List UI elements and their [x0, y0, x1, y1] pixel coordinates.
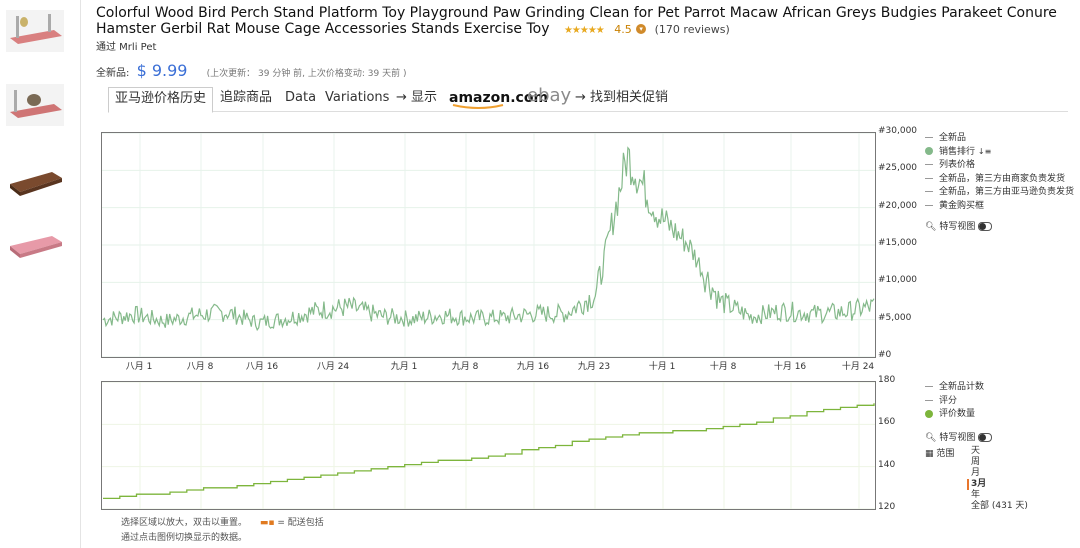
- y-tick-label: 140: [878, 459, 896, 470]
- tab-variations[interactable]: Variations: [325, 90, 390, 105]
- y-tick-label: #10,000: [878, 275, 918, 286]
- footnote-legend: 通过点击图例切换显示的数据。: [121, 533, 248, 543]
- seller-info[interactable]: 通过 Mrli Pet: [96, 42, 157, 53]
- x-tick-label: 十月 1: [648, 362, 676, 372]
- y-tick-label: #20,000: [878, 200, 918, 211]
- x-tick-label: 八月 16: [245, 362, 279, 372]
- y-tick-label: #25,000: [878, 163, 918, 174]
- price-label: 全新品:: [96, 68, 130, 79]
- range-month[interactable]: 月: [971, 468, 981, 478]
- rating-value: 4.5: [614, 23, 632, 36]
- product-thumbnail-2[interactable]: [4, 82, 66, 128]
- truck-icon: ▬▪: [259, 518, 275, 528]
- x-tick-label: 八月 1: [125, 362, 153, 372]
- legend-3p-fba[interactable]: 全新品，第三方由亚马逊负责发货: [925, 184, 1074, 198]
- range-selector: 天 周 月 3月 年 全部 (431 天): [967, 446, 1028, 512]
- sales-rank-chart[interactable]: [101, 132, 876, 358]
- legend-new[interactable]: 全新品: [925, 130, 1074, 144]
- x-tick-label: 八月 8: [186, 362, 214, 372]
- range-day[interactable]: 天: [971, 446, 981, 456]
- search-icon: 🔍︎: [925, 222, 937, 232]
- y-tick-label: 160: [878, 417, 896, 428]
- product-title-text[interactable]: Colorful Wood Bird Perch Stand Platform …: [96, 5, 1057, 37]
- legend-new-count[interactable]: 全新品计数: [925, 379, 992, 393]
- find-deals-link[interactable]: → 找到相关促销: [575, 90, 669, 105]
- ebay-logo-link[interactable]: ebay: [527, 85, 572, 106]
- legend-3p-merchant[interactable]: 全新品，第三方由商家负责发货: [925, 171, 1074, 185]
- footnote-zoom: 选择区域以放大，双击以重置。 ▬▪ = 配送包括: [121, 518, 324, 528]
- review-count-plot[interactable]: [102, 382, 875, 509]
- tab-data[interactable]: Data: [285, 90, 317, 105]
- tab-bar: 亚马逊价格历史 追踪商品 Data Variations → 显示 amazon…: [108, 85, 1068, 113]
- legend-review-count[interactable]: 评价数量: [925, 406, 992, 420]
- x-tick-label: 九月 1: [390, 362, 418, 372]
- review-count-line[interactable]: [103, 403, 875, 500]
- product-thumbnail-1[interactable]: [4, 8, 66, 54]
- closeup-toggle-bottom[interactable]: 🔍︎ 特写视图: [925, 430, 993, 443]
- range-label: ▦ 范围: [925, 448, 955, 459]
- sales-rank-line[interactable]: [102, 146, 875, 332]
- legend-buybox[interactable]: 黄金购买框: [925, 198, 1074, 212]
- range-3month[interactable]: 3月: [967, 479, 1028, 490]
- product-thumbnail-4[interactable]: [4, 222, 66, 268]
- product-title: Colorful Wood Bird Perch Stand Platform …: [96, 5, 1071, 39]
- last-update-text: (上次更新： 39 分钟 前, 上次价格变动: 39 天前 ): [206, 69, 407, 79]
- legend-list-price[interactable]: 列表价格: [925, 157, 1074, 171]
- y-tick-label: #15,000: [878, 238, 918, 248]
- range-week[interactable]: 周: [971, 457, 981, 467]
- legend-sales-rank[interactable]: 销售排行 ↓≡: [925, 144, 1074, 158]
- x-tick-label: 九月 23: [577, 362, 611, 372]
- thumbnail-strip: [0, 0, 81, 548]
- x-tick-label: 十月 24: [841, 362, 875, 372]
- range-year[interactable]: 年: [971, 490, 981, 500]
- y-tick-label: #30,000: [878, 126, 918, 136]
- show-label: → 显示: [396, 90, 438, 105]
- review-count-chart[interactable]: [101, 381, 876, 510]
- toggle-switch[interactable]: [978, 222, 993, 231]
- legend-rating[interactable]: 评分: [925, 393, 992, 407]
- y-tick-label: #0: [878, 350, 892, 360]
- search-icon: 🔍︎: [925, 432, 937, 443]
- amazon-smile-icon: [452, 104, 504, 109]
- price-row: 全新品: $ 9.99 (上次更新： 39 分钟 前, 上次价格变动: 39 天…: [96, 61, 407, 80]
- reviews-link[interactable]: (170 reviews): [654, 23, 730, 36]
- rating-stars: ★★★★★: [563, 25, 605, 36]
- y-tick-label: 180: [878, 375, 896, 385]
- sort-icon[interactable]: ↓≡: [977, 146, 992, 156]
- current-price: $ 9.99: [136, 61, 188, 80]
- chevron-down-icon[interactable]: ▾: [636, 24, 647, 34]
- amazon-logo-link[interactable]: amazon.com: [449, 87, 548, 109]
- x-tick-label: 十月 8: [709, 362, 737, 372]
- range-all[interactable]: 全部 (431 天): [971, 501, 1028, 511]
- sales-rank-plot[interactable]: [102, 133, 875, 357]
- toggle-switch[interactable]: [978, 432, 993, 442]
- y-tick-label: #5,000: [878, 312, 912, 323]
- tab-track-product[interactable]: 追踪商品: [220, 90, 273, 105]
- x-tick-label: 八月 24: [316, 362, 350, 372]
- closeup-toggle-top[interactable]: 🔍︎ 特写视图: [925, 219, 1074, 232]
- x-tick-label: 九月 16: [516, 362, 550, 372]
- x-tick-label: 十月 16: [773, 362, 807, 372]
- calendar-icon: ▦: [925, 448, 934, 459]
- top-legend: 全新品 销售排行 ↓≡ 列表价格 全新品，第三方由商家负责发货 全新品，第三方由…: [925, 130, 1074, 232]
- product-thumbnail-3[interactable]: [4, 158, 66, 204]
- bottom-legend: 全新品计数 评分 评价数量 🔍︎ 特写视图 ▦ 范围: [925, 379, 993, 459]
- tab-price-history[interactable]: 亚马逊价格历史: [108, 87, 214, 113]
- x-tick-label: 九月 8: [451, 362, 479, 372]
- y-tick-label: 120: [878, 502, 896, 512]
